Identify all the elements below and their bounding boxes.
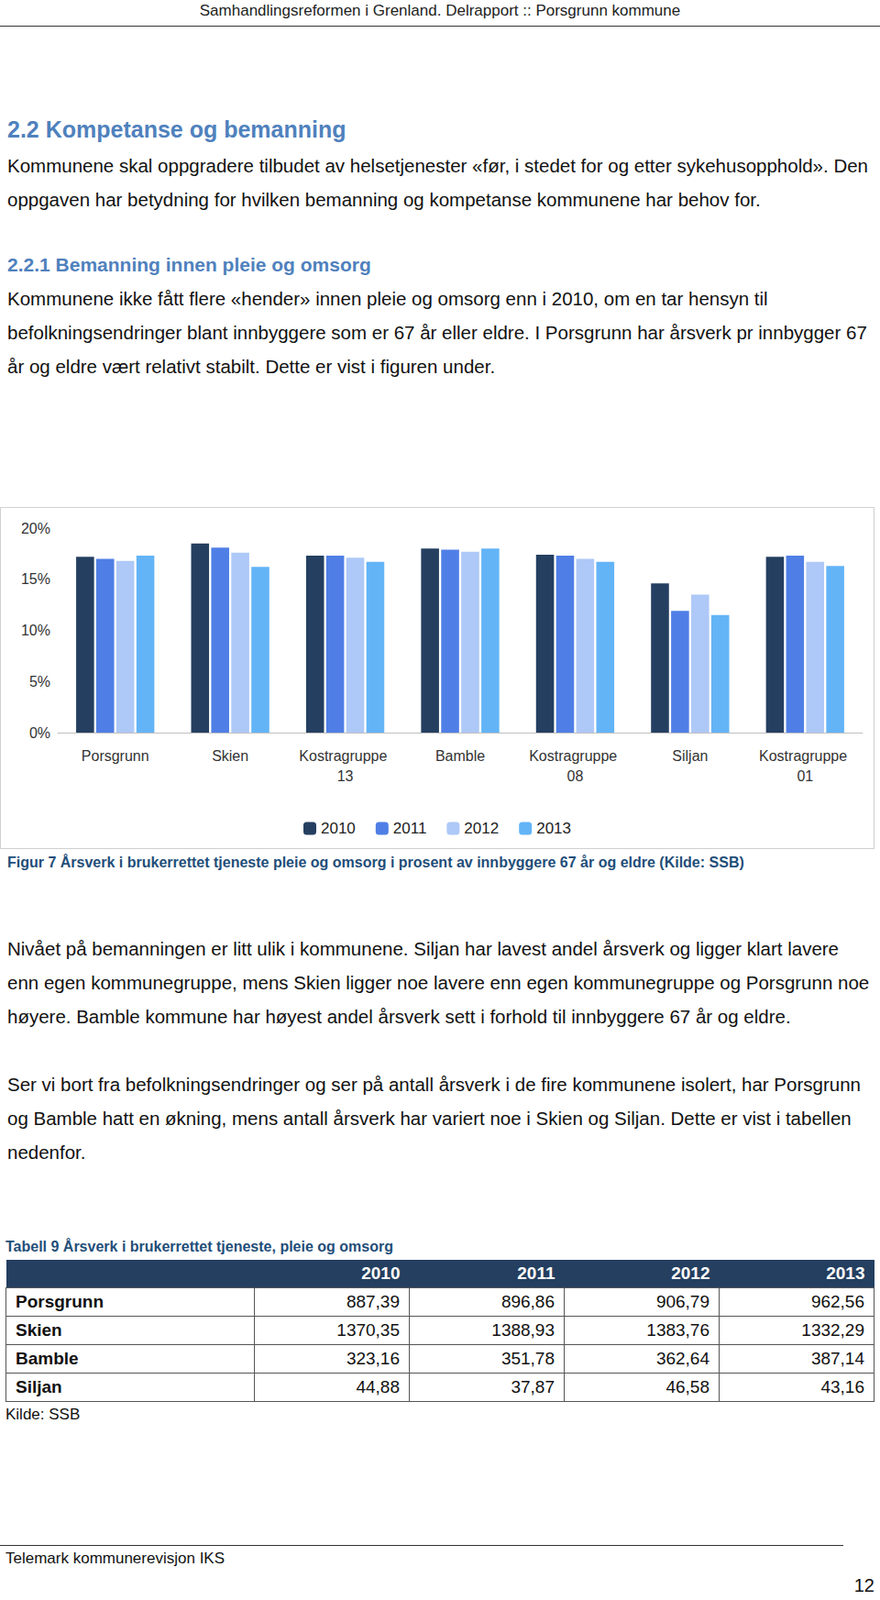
html-text:46,58: 46,58 [665,1376,710,1397]
svg-text:2011: 2011 [393,819,428,837]
svg-text:Kostragruppe: Kostragruppe [298,748,392,764]
svg-text:01: 01 [796,768,814,784]
html-text:Samhandlingsreformen i Grenlan: Samhandlingsreformen i Grenland. Delrapp… [199,1,681,20]
html-text:37,87: 37,87 [511,1376,555,1397]
html-text:Kilde: SSB: Kilde: SSB [5,1405,81,1423]
html-text:896,86: 896,86 [501,1291,555,1311]
html-text:2011: 2011 [517,1263,556,1283]
html-text:Skien: Skien [15,1320,63,1340]
html-text:Siljan: Siljan [15,1376,63,1397]
svg-text:Bamble: Bamble [435,748,485,764]
html-text:962,56: 962,56 [811,1291,865,1311]
html-text:362,64: 362,64 [656,1348,710,1368]
html-text:Ser vi bort fra befolkningsend: Ser vi bort fra befolkningsendringer og … [7,1073,861,1163]
html-text:12: 12 [854,1574,875,1595]
html-text:Kommunene skal oppgradere tilb: Kommunene skal oppgradere tilbudet av he… [7,154,869,210]
svg-text:08: 08 [567,768,584,784]
html-text:2010: 2010 [361,1263,401,1283]
html-text:1332,29: 1332,29 [801,1320,865,1340]
html-text:43,16: 43,16 [820,1376,865,1397]
html-text:2012: 2012 [671,1263,710,1283]
svg-text:13: 13 [337,768,354,784]
html-text:44,88: 44,88 [356,1376,400,1397]
html-text:351,78: 351,78 [501,1348,555,1368]
svg-text:20%: 20% [21,520,51,537]
html-text:2.2 Kompetanse og bemanning: 2.2 Kompetanse og bemanning [7,116,347,143]
html-text:387,14: 387,14 [811,1348,865,1368]
svg-text:Siljan: Siljan [671,748,708,764]
html-text:Kommunene ikke fått flere «hen: Kommunene ikke fått flere «hender» innen… [7,287,867,377]
svg-text:Porsgrunn: Porsgrunn [81,748,150,764]
html-text:1383,76: 1383,76 [646,1320,710,1340]
html-text:1370,35: 1370,35 [336,1320,400,1340]
svg-text:Kostragruppe: Kostragruppe [759,748,852,764]
html-text:2013: 2013 [826,1263,865,1283]
svg-text:Kostragruppe: Kostragruppe [528,748,622,764]
html-text:Telemark kommunerevisjon IKS: Telemark kommunerevisjon IKS [5,1549,225,1567]
html-text:2.2.1 Bemanning innen pleie og: 2.2.1 Bemanning innen pleie og omsorg [7,253,371,275]
html-text:Tabell 9 Årsverk i brukerrette: Tabell 9 Årsverk i brukerrettet tjeneste… [5,1238,394,1254]
html-text:887,39: 887,39 [346,1291,400,1311]
svg-text:5%: 5% [29,673,51,690]
svg-text:10%: 10% [21,622,51,638]
html-text:1388,93: 1388,93 [491,1320,555,1340]
html-text:Nivået på bemanningen er litt: Nivået på bemanningen er litt ulik i kom… [7,937,870,1027]
html-text:906,79: 906,79 [656,1291,710,1311]
svg-text:2010: 2010 [320,819,356,837]
html-text:Bamble: Bamble [15,1348,79,1368]
svg-text:15%: 15% [21,571,51,587]
svg-text:Skien: Skien [211,748,249,764]
html-text:323,16: 323,16 [346,1348,400,1368]
html-text:Porsgrunn: Porsgrunn [15,1291,104,1311]
html-text:Figur 7 Årsverk i brukerrettet: Figur 7 Årsverk i brukerrettet tjeneste … [7,854,745,870]
svg-text:2012: 2012 [463,819,499,837]
svg-text:2013: 2013 [536,819,572,837]
svg-text:0%: 0% [29,725,51,741]
